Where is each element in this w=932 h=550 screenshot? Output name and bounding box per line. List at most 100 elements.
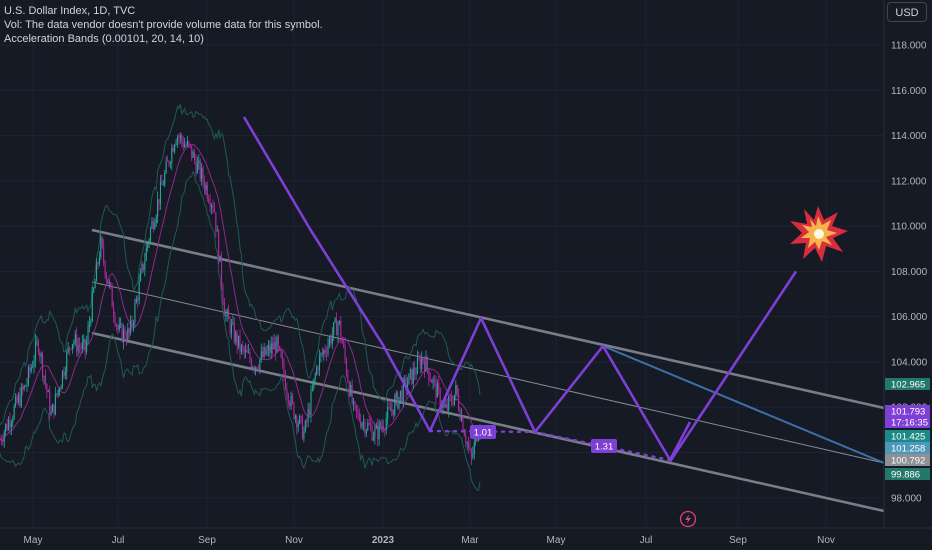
candle-body xyxy=(63,370,65,376)
candle-body xyxy=(364,421,366,434)
symbol-title[interactable]: U.S. Dollar Index, 1D, TVC xyxy=(4,5,136,17)
candle-body xyxy=(361,423,363,428)
measure-dotted-1 xyxy=(428,429,537,434)
candle-body xyxy=(451,396,453,403)
candle-body xyxy=(313,378,315,388)
candle-body xyxy=(39,352,41,357)
candle-body xyxy=(107,278,109,285)
candle-body xyxy=(374,428,376,437)
candle-body xyxy=(208,198,210,202)
candle-body xyxy=(375,425,377,429)
candle-body xyxy=(415,373,417,375)
candle-body xyxy=(26,383,28,387)
candle-body xyxy=(446,404,448,410)
candle-body xyxy=(303,431,305,439)
candle-body xyxy=(280,349,282,358)
candle-body xyxy=(318,355,321,371)
candle-body xyxy=(158,199,160,204)
candle-body xyxy=(316,367,318,375)
candle-body xyxy=(387,406,389,419)
candle-body xyxy=(189,144,191,146)
candle-body xyxy=(382,426,384,430)
candle-body xyxy=(445,404,447,408)
candle-body xyxy=(385,418,387,431)
candle-body xyxy=(425,356,427,372)
candle-body xyxy=(205,184,207,191)
candle-body xyxy=(240,345,242,352)
candle-body xyxy=(291,395,294,403)
candle-body xyxy=(219,255,221,262)
candle-body xyxy=(243,348,245,353)
candle-body xyxy=(443,404,446,408)
time-axis[interactable]: May Jul Sep Nov 2023 Mar May Jul Sep Nov xyxy=(24,535,835,546)
candle-body xyxy=(226,310,228,315)
candle-body xyxy=(100,237,102,258)
candle-body xyxy=(323,349,325,355)
price-label-box xyxy=(885,405,930,417)
candle-body xyxy=(229,319,231,334)
candle-body xyxy=(159,181,162,204)
candle-body xyxy=(306,420,308,422)
candle-body xyxy=(201,168,203,179)
candle-body xyxy=(69,347,71,349)
candle-body xyxy=(287,394,289,403)
candle-body xyxy=(135,298,137,303)
candle-body xyxy=(334,318,336,323)
candle-body xyxy=(12,418,14,424)
candle-body xyxy=(270,343,272,354)
candle-body xyxy=(216,230,218,232)
candle-body xyxy=(253,367,255,371)
candle-body xyxy=(90,320,92,324)
candle-body xyxy=(225,314,227,317)
candle-body xyxy=(283,362,285,376)
candle-body xyxy=(344,346,346,360)
candle-body xyxy=(77,344,79,352)
candle-body xyxy=(391,409,393,411)
candle-body xyxy=(422,358,424,361)
candle-body xyxy=(0,439,2,442)
candle-body xyxy=(328,337,330,345)
candle-body xyxy=(105,275,108,279)
candle-body xyxy=(172,147,174,152)
price-label-text: 101.425 xyxy=(891,432,925,443)
currency-button[interactable]: USD xyxy=(887,2,927,22)
indicator-label[interactable]: Acceleration Bands (0.00101, 20, 14, 10) xyxy=(4,33,204,45)
grid-lines xyxy=(0,0,884,528)
candle-body xyxy=(33,360,35,367)
candle-body xyxy=(43,376,45,378)
candle-body xyxy=(74,334,76,343)
candle-body xyxy=(340,320,342,339)
ratio-badge xyxy=(470,425,496,439)
candle-body xyxy=(134,302,136,323)
candle-body xyxy=(144,260,146,270)
chart-legend: U.S. Dollar Index, 1D, TVC Vol: The data… xyxy=(4,4,323,46)
candle-body xyxy=(351,385,353,404)
candle-body xyxy=(455,385,457,395)
candle-body xyxy=(115,324,117,326)
candle-body xyxy=(40,353,42,357)
candle-body xyxy=(196,162,198,174)
candle-body xyxy=(178,137,180,138)
channel-upper-line xyxy=(91,228,884,410)
candle-body xyxy=(459,409,461,420)
lightning-event-icon[interactable] xyxy=(679,510,697,528)
time-tick-label: Jul xyxy=(640,535,653,546)
candle-body xyxy=(442,404,444,409)
candle-body xyxy=(122,328,125,342)
candle-body xyxy=(218,230,220,262)
measure-dotted-2 xyxy=(533,430,672,462)
candle-body xyxy=(381,426,383,428)
candle-body xyxy=(472,453,474,458)
candle-body xyxy=(282,357,284,363)
candle-body xyxy=(2,441,4,442)
candle-body xyxy=(372,436,375,441)
candle-body xyxy=(215,212,217,232)
blue-trend-line xyxy=(602,345,884,464)
candle-body xyxy=(230,323,233,334)
candle-body xyxy=(3,431,5,442)
candle-body xyxy=(111,286,113,308)
candle-body xyxy=(193,152,196,161)
candle-body xyxy=(411,369,413,384)
candle-body xyxy=(424,360,426,372)
